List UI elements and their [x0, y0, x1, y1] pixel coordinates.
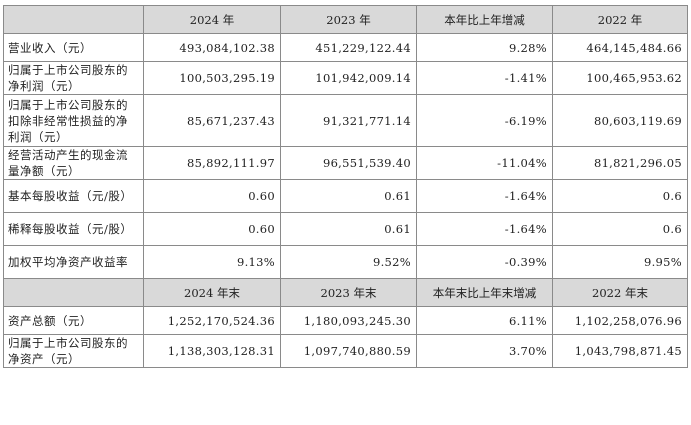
value-2022: 81,821,296.05	[552, 146, 688, 180]
header-row-year-end: 2024 年末 2023 年末 本年末比上年末增减 2022 年末	[3, 278, 688, 307]
table-row-total-assets: 资产总额（元） 1,252,170,524.36 1,180,093,245.3…	[3, 306, 688, 335]
value-2024: 9.13%	[143, 245, 281, 279]
value-change: 3.70%	[416, 334, 553, 368]
value-2024: 85,892,111.97	[143, 146, 281, 180]
header-blank-cell	[3, 278, 144, 307]
row-label: 营业收入（元）	[3, 33, 144, 62]
value-2023: 451,229,122.44	[280, 33, 417, 62]
value-change: -1.41%	[416, 61, 553, 95]
value-2023: 1,180,093,245.30	[280, 306, 417, 335]
value-2023: 91,321,771.14	[280, 94, 417, 147]
row-label: 归属于上市公司股东的扣除非经常性损益的净利润（元）	[3, 94, 144, 147]
value-2022: 0.6	[552, 212, 688, 246]
table-row-basic-eps: 基本每股收益（元/股） 0.60 0.61 -1.64% 0.6	[3, 179, 688, 213]
header-2023: 2023 年	[280, 5, 417, 34]
value-2022: 9.95%	[552, 245, 688, 279]
header-blank-cell	[3, 5, 144, 34]
header-2023-end: 2023 年末	[280, 278, 417, 307]
header-change: 本年比上年增减	[416, 5, 553, 34]
value-2023: 1,097,740,880.59	[280, 334, 417, 368]
value-change: -0.39%	[416, 245, 553, 279]
header-2024-end: 2024 年末	[143, 278, 281, 307]
value-2022: 100,465,953.62	[552, 61, 688, 95]
row-label: 归属于上市公司股东的净资产（元）	[3, 334, 144, 368]
header-2024: 2024 年	[143, 5, 281, 34]
value-2024: 0.60	[143, 212, 281, 246]
value-2022: 1,102,258,076.96	[552, 306, 688, 335]
value-2024: 0.60	[143, 179, 281, 213]
header-row-annual: 2024 年 2023 年 本年比上年增减 2022 年	[3, 5, 688, 34]
table-row-diluted-eps: 稀释每股收益（元/股） 0.60 0.61 -1.64% 0.6	[3, 212, 688, 246]
value-change: -6.19%	[416, 94, 553, 147]
table-row-revenue: 营业收入（元） 493,084,102.38 451,229,122.44 9.…	[3, 33, 688, 62]
table-row-operating-cash-flow: 经营活动产生的现金流量净额（元） 85,892,111.97 96,551,53…	[3, 146, 688, 180]
table-row-net-assets: 归属于上市公司股东的净资产（元） 1,138,303,128.31 1,097,…	[3, 334, 688, 368]
header-2022: 2022 年	[552, 5, 688, 34]
value-2024: 493,084,102.38	[143, 33, 281, 62]
value-2024: 1,252,170,524.36	[143, 306, 281, 335]
row-label: 稀释每股收益（元/股）	[3, 212, 144, 246]
row-label: 基本每股收益（元/股）	[3, 179, 144, 213]
table-row-net-profit-deducted: 归属于上市公司股东的扣除非经常性损益的净利润（元） 85,671,237.43 …	[3, 94, 688, 147]
value-2022: 1,043,798,871.45	[552, 334, 688, 368]
value-change: 6.11%	[416, 306, 553, 335]
financial-table-container: 2024 年 2023 年 本年比上年增减 2022 年 营业收入（元） 493…	[3, 5, 688, 368]
row-label: 归属于上市公司股东的净利润（元）	[3, 61, 144, 95]
row-label: 经营活动产生的现金流量净额（元）	[3, 146, 144, 180]
value-2022: 464,145,484.66	[552, 33, 688, 62]
table-row-net-profit: 归属于上市公司股东的净利润（元） 100,503,295.19 101,942,…	[3, 61, 688, 95]
header-2022-end: 2022 年末	[552, 278, 688, 307]
table-row-roe: 加权平均净资产收益率 9.13% 9.52% -0.39% 9.95%	[3, 245, 688, 279]
header-change-end: 本年末比上年末增减	[416, 278, 553, 307]
value-2023: 9.52%	[280, 245, 417, 279]
value-2023: 0.61	[280, 179, 417, 213]
value-2022: 0.6	[552, 179, 688, 213]
value-change: -1.64%	[416, 212, 553, 246]
value-2023: 96,551,539.40	[280, 146, 417, 180]
value-2024: 85,671,237.43	[143, 94, 281, 147]
value-2023: 101,942,009.14	[280, 61, 417, 95]
row-label: 资产总额（元）	[3, 306, 144, 335]
value-2024: 1,138,303,128.31	[143, 334, 281, 368]
value-2024: 100,503,295.19	[143, 61, 281, 95]
value-change: 9.28%	[416, 33, 553, 62]
value-change: -1.64%	[416, 179, 553, 213]
row-label: 加权平均净资产收益率	[3, 245, 144, 279]
value-2022: 80,603,119.69	[552, 94, 688, 147]
financial-summary-table: 2024 年 2023 年 本年比上年增减 2022 年 营业收入（元） 493…	[3, 5, 688, 368]
value-2023: 0.61	[280, 212, 417, 246]
value-change: -11.04%	[416, 146, 553, 180]
